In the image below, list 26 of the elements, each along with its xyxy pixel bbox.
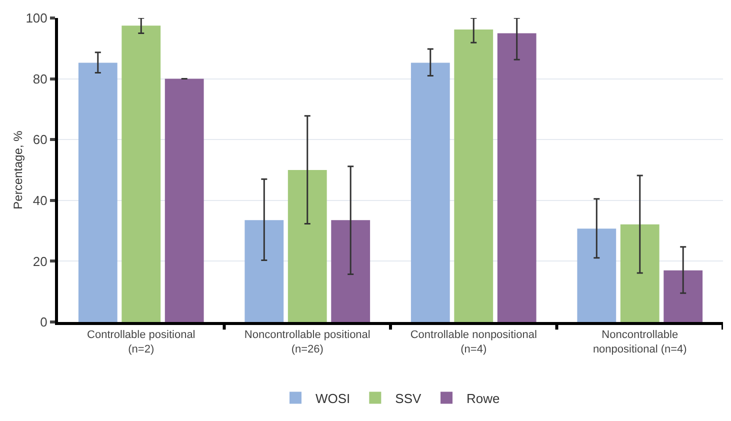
bar (664, 270, 703, 322)
bar (164, 78, 204, 322)
y-tick-label: 60 (32, 132, 48, 148)
y-tick-label: 0 (40, 314, 48, 330)
bar (577, 228, 616, 322)
x-tick-label: Controllable positional (n=2) (87, 329, 196, 356)
legend-label: Rowe (466, 390, 500, 406)
bar (497, 33, 536, 322)
y-tick-label: 40 (32, 192, 48, 208)
bar (78, 62, 118, 322)
bar (454, 30, 494, 322)
bar (620, 224, 660, 322)
y-tick-label: 80 (32, 71, 48, 86)
bar (122, 26, 161, 322)
bar (410, 62, 450, 322)
x-tick-label: Noncontrollable nonpositional (n=4) (592, 329, 687, 356)
y-axis-title: Percentage, % (11, 130, 25, 210)
x-tick-label: Noncontrollable positional (n=26) (244, 329, 370, 356)
y-tick-label: 100 (26, 10, 48, 26)
bar (288, 170, 327, 322)
y-tick-label: 20 (32, 254, 48, 269)
bar (244, 220, 284, 322)
legend-label: SSV (395, 390, 422, 406)
bar (331, 220, 370, 322)
x-tick-label: Controllable nonpositional (n=4) (410, 329, 537, 356)
legend-label: WOSI (316, 390, 350, 406)
